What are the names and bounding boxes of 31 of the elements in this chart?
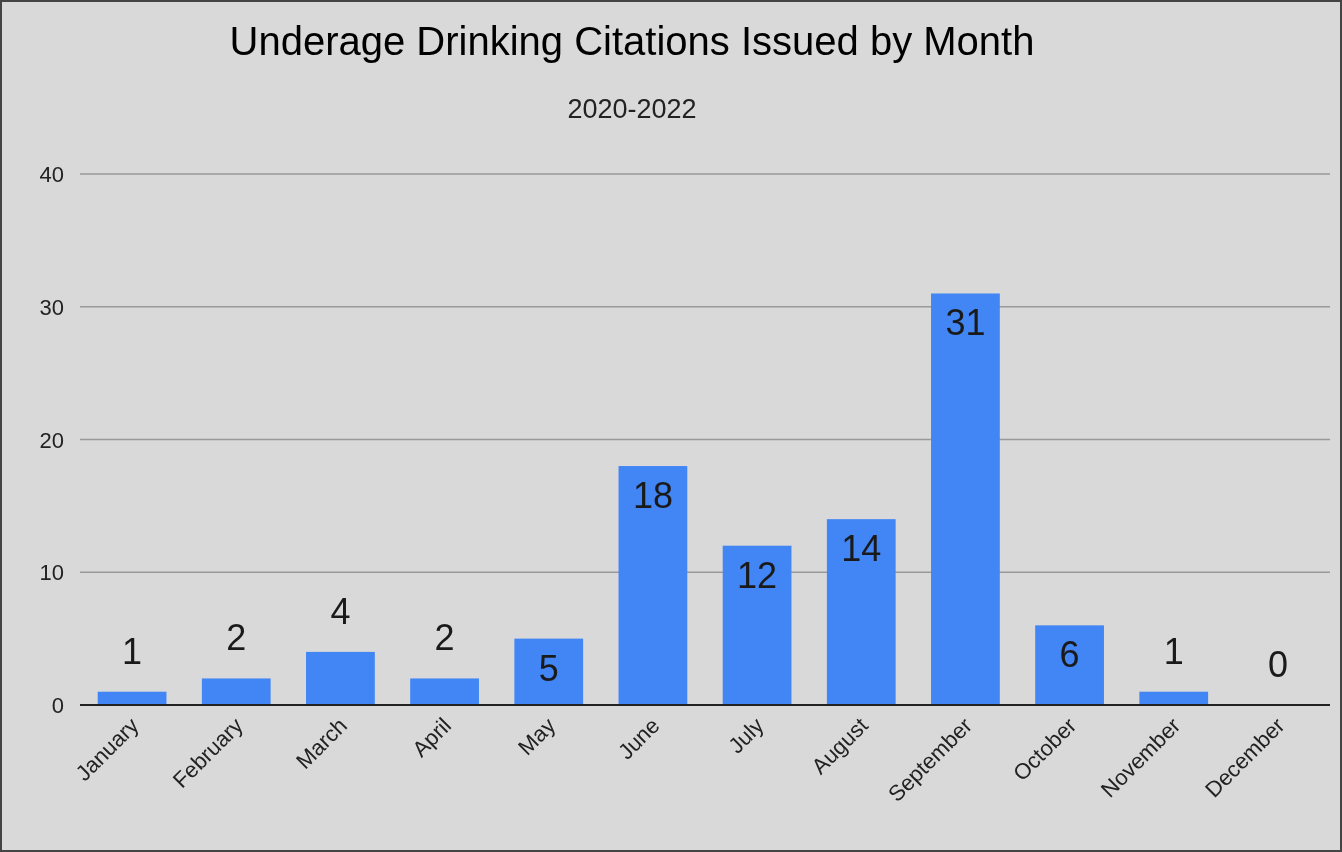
bar [618,466,688,705]
bar [1035,625,1104,705]
data-label: 2 [226,617,247,659]
y-tick-label: 30 [39,294,64,320]
data-label: 0 [1267,644,1288,685]
y-tick-label: 20 [39,427,64,453]
data-label: 18 [632,475,673,517]
data-label: 12 [737,554,778,596]
data-label: 14 [841,528,882,570]
data-label: 1 [1163,630,1184,672]
bar [306,651,375,705]
x-tick-label: July [723,712,769,759]
data-label: 5 [538,647,559,689]
chart-title: Underage Drinking Citations Issued by Month [229,19,1035,63]
bar [410,678,479,705]
y-tick-label: 40 [39,162,64,187]
bar [1139,691,1209,705]
bar [514,638,584,705]
data-label: 6 [1059,634,1080,676]
data-label: 4 [330,590,351,632]
x-tick-label: May [513,712,561,760]
chart-subtitle: 2020-2022 [567,94,697,124]
y-tick-label: 0 [51,693,64,718]
data-label: 2 [434,617,455,659]
data-label: 1 [122,630,143,672]
data-label: 31 [945,302,986,344]
y-tick-label: 10 [39,560,64,586]
bar [722,545,792,705]
bar [201,678,271,705]
bar [931,293,1000,705]
bar [826,519,896,705]
